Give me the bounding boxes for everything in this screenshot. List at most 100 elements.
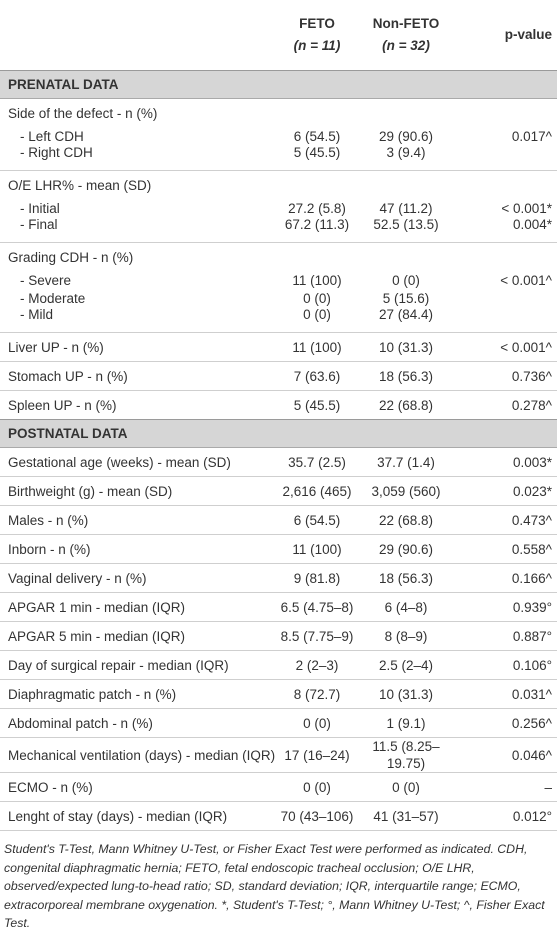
header-row: FETO (n = 11) Non-FETO (n = 32) p-value: [0, 0, 557, 71]
value-cell: 27 (84.4): [356, 307, 456, 333]
data-row: Spleen UP - n (%) 5 (45.5) 22 (68.8) 0.278^: [0, 390, 557, 420]
section-row: PRENATAL DATA: [0, 70, 557, 99]
value-cell: 0 (0): [356, 772, 456, 802]
data-row: APGAR 1 min - median (IQR) 6.5 (4.75–8) 6 …: [0, 592, 557, 622]
value-cell: 5 (15.6): [382, 290, 430, 306]
value-cell: < 0.001^: [500, 272, 552, 288]
section-title: PRENATAL DATA: [0, 70, 557, 99]
value-cell: 18 (56.3): [356, 563, 456, 593]
data-row: Day of surgical repair - median (IQR) 2 (…: [0, 650, 557, 680]
header-cell: FETO (n = 11): [278, 0, 356, 71]
value-cell: 0.473^: [456, 505, 557, 535]
row-label: - Moderate: [20, 290, 86, 306]
value-cell: 22 (68.8): [356, 390, 456, 420]
value-cell: 6 (54.5): [278, 505, 356, 535]
row-label: Mechanical ventilation (days) - median (…: [0, 737, 278, 773]
header-cell: p-value: [456, 0, 557, 71]
value-cell: 11 (100): [278, 534, 356, 564]
data-row: Abdominal patch - n (%) 0 (0) 1 (9.1) 0.256…: [0, 708, 557, 738]
value-cell: 3 (9.4): [356, 145, 456, 171]
row-label: Inborn - n (%): [0, 534, 278, 564]
value-cell: 0.012°: [456, 801, 557, 831]
value-cell: 2,616 (465): [278, 476, 356, 506]
row-label: - Final: [0, 217, 278, 243]
row-label: - Left CDH: [20, 128, 84, 144]
value-cell: 47 (11.2): [379, 200, 433, 216]
data-row: Vaginal delivery - n (%) 9 (81.8) 18 (56.3…: [0, 563, 557, 593]
row-label: Liver UP - n (%): [0, 332, 278, 362]
value-cell: 10 (31.3): [356, 679, 456, 709]
row-label: Lenght of stay (days) - median (IQR): [0, 801, 278, 831]
value-cell: 0.558^: [456, 534, 557, 564]
data-table: FETO (n = 11) Non-FETO (n = 32) p-value PRENA…: [0, 0, 557, 831]
row-label: Diaphragmatic patch - n (%): [0, 679, 278, 709]
value-cell: 70 (43–106): [278, 801, 356, 831]
value-cell: < 0.001^: [456, 332, 557, 362]
data-row: APGAR 5 min - median (IQR) 8.5 (7.75–9) 8 …: [0, 621, 557, 651]
value-cell: 8 (8–9): [356, 621, 456, 651]
header-cell: Non-FETO (n = 32): [356, 0, 456, 71]
value-cell: 0 (0): [278, 708, 356, 738]
value-cell: 11.5 (8.25–19.75): [356, 737, 456, 773]
value-cell: 0 (0): [278, 772, 356, 802]
column-subtitle: (n = 32): [382, 38, 430, 53]
sub-row: - Initial 27.2 (5.8) 47 (11.2) < 0.001*: [0, 199, 557, 217]
value-cell: 0.004*: [456, 217, 557, 243]
value-cell: 11 (100): [278, 332, 356, 362]
data-row: Gestational age (weeks) - mean (SD) 35.7 …: [0, 447, 557, 477]
data-row: Lenght of stay (days) - median (IQR) 70 (…: [0, 801, 557, 831]
value-cell: 0.736^: [456, 361, 557, 391]
sub-row: - Final 67.2 (11.3) 52.5 (13.5) 0.004*: [0, 217, 557, 243]
value-cell: 0.017^: [511, 128, 552, 144]
data-row: Diaphragmatic patch - n (%) 8 (72.7) 10 (3…: [0, 679, 557, 709]
value-cell: 0.256^: [456, 708, 557, 738]
value-cell: –: [456, 772, 557, 802]
row-label: - Initial: [20, 200, 60, 216]
value-cell: 0.023*: [456, 476, 557, 506]
value-cell: 9 (81.8): [278, 563, 356, 593]
value-cell: 2 (2–3): [278, 650, 356, 680]
value-cell: 0.031^: [456, 679, 557, 709]
section-row: POSTNATAL DATA: [0, 419, 557, 448]
row-label: ECMO - n (%): [0, 772, 278, 802]
data-row: Stomach UP - n (%) 7 (63.6) 18 (56.3) 0.736…: [0, 361, 557, 391]
footnote: Student's T-Test, Mann Whitney U-Test, o…: [4, 842, 545, 931]
value-cell: 6 (54.5): [293, 128, 341, 144]
value-cell: 0 (0): [278, 307, 356, 333]
value-cell: 8 (72.7): [278, 679, 356, 709]
value-cell: 0.939°: [456, 592, 557, 622]
value-cell: 0.887°: [456, 621, 557, 651]
value-cell: 10 (31.3): [356, 332, 456, 362]
value-cell: 6.5 (4.75–8): [278, 592, 356, 622]
data-row: Birthweight (g) - mean (SD) 2,616 (465) 3,…: [0, 476, 557, 506]
row-label: Birthweight (g) - mean (SD): [0, 476, 278, 506]
value-cell: < 0.001*: [501, 200, 552, 216]
sub-row: - Left CDH 6 (54.5) 29 (90.6) 0.017^: [0, 127, 557, 145]
value-cell: 6 (4–8): [356, 592, 456, 622]
row-label: - Severe: [20, 272, 72, 288]
value-cell: 7 (63.6): [278, 361, 356, 391]
row-label: APGAR 1 min - median (IQR): [0, 592, 278, 622]
value-cell: 18 (56.3): [356, 361, 456, 391]
row-label: Males - n (%): [0, 505, 278, 535]
value-cell: [456, 289, 557, 307]
value-cell: 8.5 (7.75–9): [278, 621, 356, 651]
row-label: Gestational age (weeks) - mean (SD): [0, 447, 278, 477]
column-title: Non-FETO: [372, 16, 440, 31]
value-cell: 52.5 (13.5): [356, 217, 456, 243]
row-label: Stomach UP - n (%): [0, 361, 278, 391]
value-cell: 0 (0): [392, 272, 420, 288]
value-cell: 0 (0): [303, 290, 331, 306]
section-title: POSTNATAL DATA: [0, 419, 557, 448]
value-cell: [456, 145, 557, 171]
sub-row: - Mild 0 (0) 27 (84.4): [0, 307, 557, 333]
group-label: O/E LHR% - mean (SD): [8, 177, 152, 193]
group-row: O/E LHR% - mean (SD): [0, 171, 557, 200]
sub-row: - Moderate 0 (0) 5 (15.6): [0, 289, 557, 307]
group-row: Grading CDH - n (%): [0, 243, 557, 272]
sub-row: - Right CDH 5 (45.5) 3 (9.4): [0, 145, 557, 171]
value-cell: 35.7 (2.5): [278, 447, 356, 477]
row-label: Spleen UP - n (%): [0, 390, 278, 420]
